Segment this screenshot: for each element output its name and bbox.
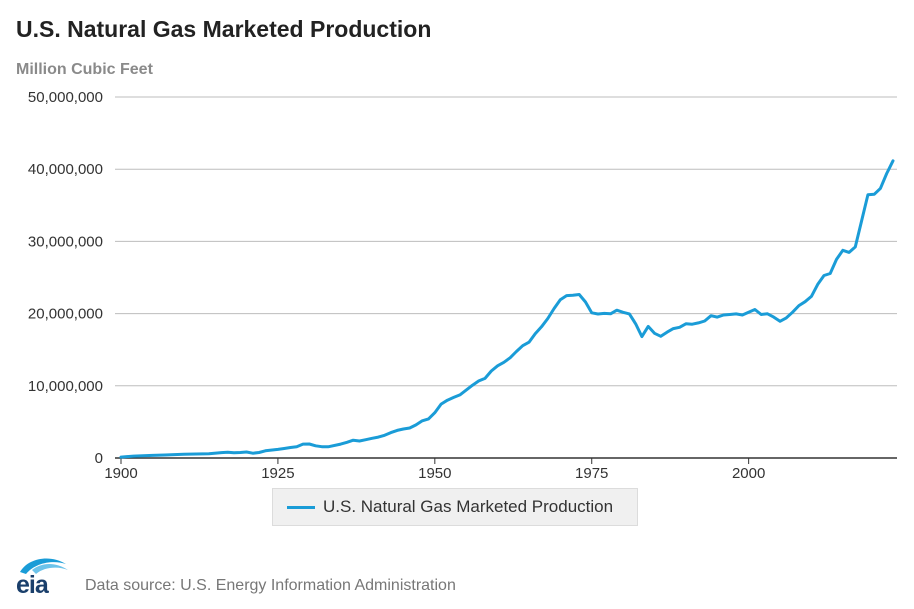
y-tick-label: 50,000,000 — [28, 89, 103, 106]
legend[interactable]: U.S. Natural Gas Marketed Production — [272, 488, 638, 526]
eia-logo-text: eia — [16, 571, 49, 599]
y-tick-label: 20,000,000 — [28, 306, 103, 323]
series-line — [119, 159, 895, 459]
x-tick-label: 1950 — [418, 465, 451, 482]
series-group — [119, 159, 895, 459]
eia-logo[interactable]: eia — [14, 554, 70, 599]
x-tick-label: 1975 — [575, 465, 608, 482]
eia-logo-swoosh-icon — [20, 558, 68, 574]
y-axis-ticks: 0 10,000,000 20,000,000 30,000,000 40,000,00… — [28, 89, 103, 467]
y-tick-label: 0 — [95, 450, 103, 467]
x-tick-label: 1900 — [104, 465, 137, 482]
y-axis-units-label: Million Cubic Feet — [16, 61, 153, 78]
x-tick-label: 1925 — [261, 465, 294, 482]
legend-line-swatch — [287, 505, 315, 509]
gridlines — [115, 96, 897, 387]
y-tick-label: 10,000,000 — [28, 378, 103, 395]
data-source-note: Data source: U.S. Energy Information Adm… — [85, 577, 456, 594]
x-axis: 1900 1925 1950 1975 2000 — [104, 457, 897, 482]
legend-label: U.S. Natural Gas Marketed Production — [323, 497, 614, 516]
x-tick-label: 2000 — [732, 465, 765, 482]
chart-title: U.S. Natural Gas Marketed Production — [16, 16, 432, 42]
y-tick-label: 30,000,000 — [28, 233, 103, 250]
y-tick-label: 40,000,000 — [28, 161, 103, 178]
